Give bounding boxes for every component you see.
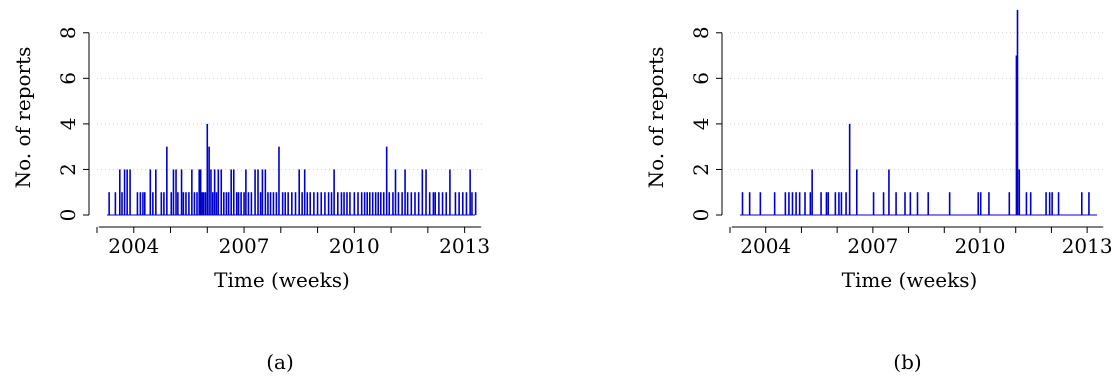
x-tick-label: 2013 <box>1062 234 1113 258</box>
x-tick-label: 2010 <box>955 234 1006 258</box>
y-tick-label: 2 <box>56 163 80 176</box>
y-tick-label: 6 <box>689 72 713 85</box>
panel-a: 0 2 4 6 8 2004 2007 2010 2013 Time (weeks) No. of … <box>11 26 490 374</box>
x-axis-label: Time (weeks) <box>842 268 978 292</box>
y-tick-label: 0 <box>56 209 80 222</box>
y-tick-label: 6 <box>56 72 80 85</box>
panel-caption: (a) <box>266 350 294 374</box>
y-tick-label: 8 <box>56 26 80 39</box>
y-tick-label: 4 <box>56 118 80 131</box>
panel-b: 0 2 4 6 8 2004 2007 2010 2013 Time (weeks) No. of … <box>644 10 1113 374</box>
x-tick-label: 2010 <box>329 234 380 258</box>
x-tick-label: 2013 <box>439 234 490 258</box>
y-tick-label: 0 <box>689 209 713 222</box>
x-tick-label: 2007 <box>847 234 898 258</box>
y-axis-label: No. of reports <box>11 47 35 189</box>
x-axis-label: Time (weeks) <box>214 268 350 292</box>
x-tick-label: 2007 <box>219 234 270 258</box>
y-tick-label: 8 <box>689 26 713 39</box>
y-tick-label: 4 <box>689 118 713 131</box>
y-tick-label: 2 <box>689 163 713 176</box>
x-tick-label: 2004 <box>740 234 791 258</box>
y-axis-label: No. of reports <box>644 47 668 189</box>
x-tick-label: 2004 <box>108 234 159 258</box>
panel-caption: (b) <box>893 350 921 374</box>
